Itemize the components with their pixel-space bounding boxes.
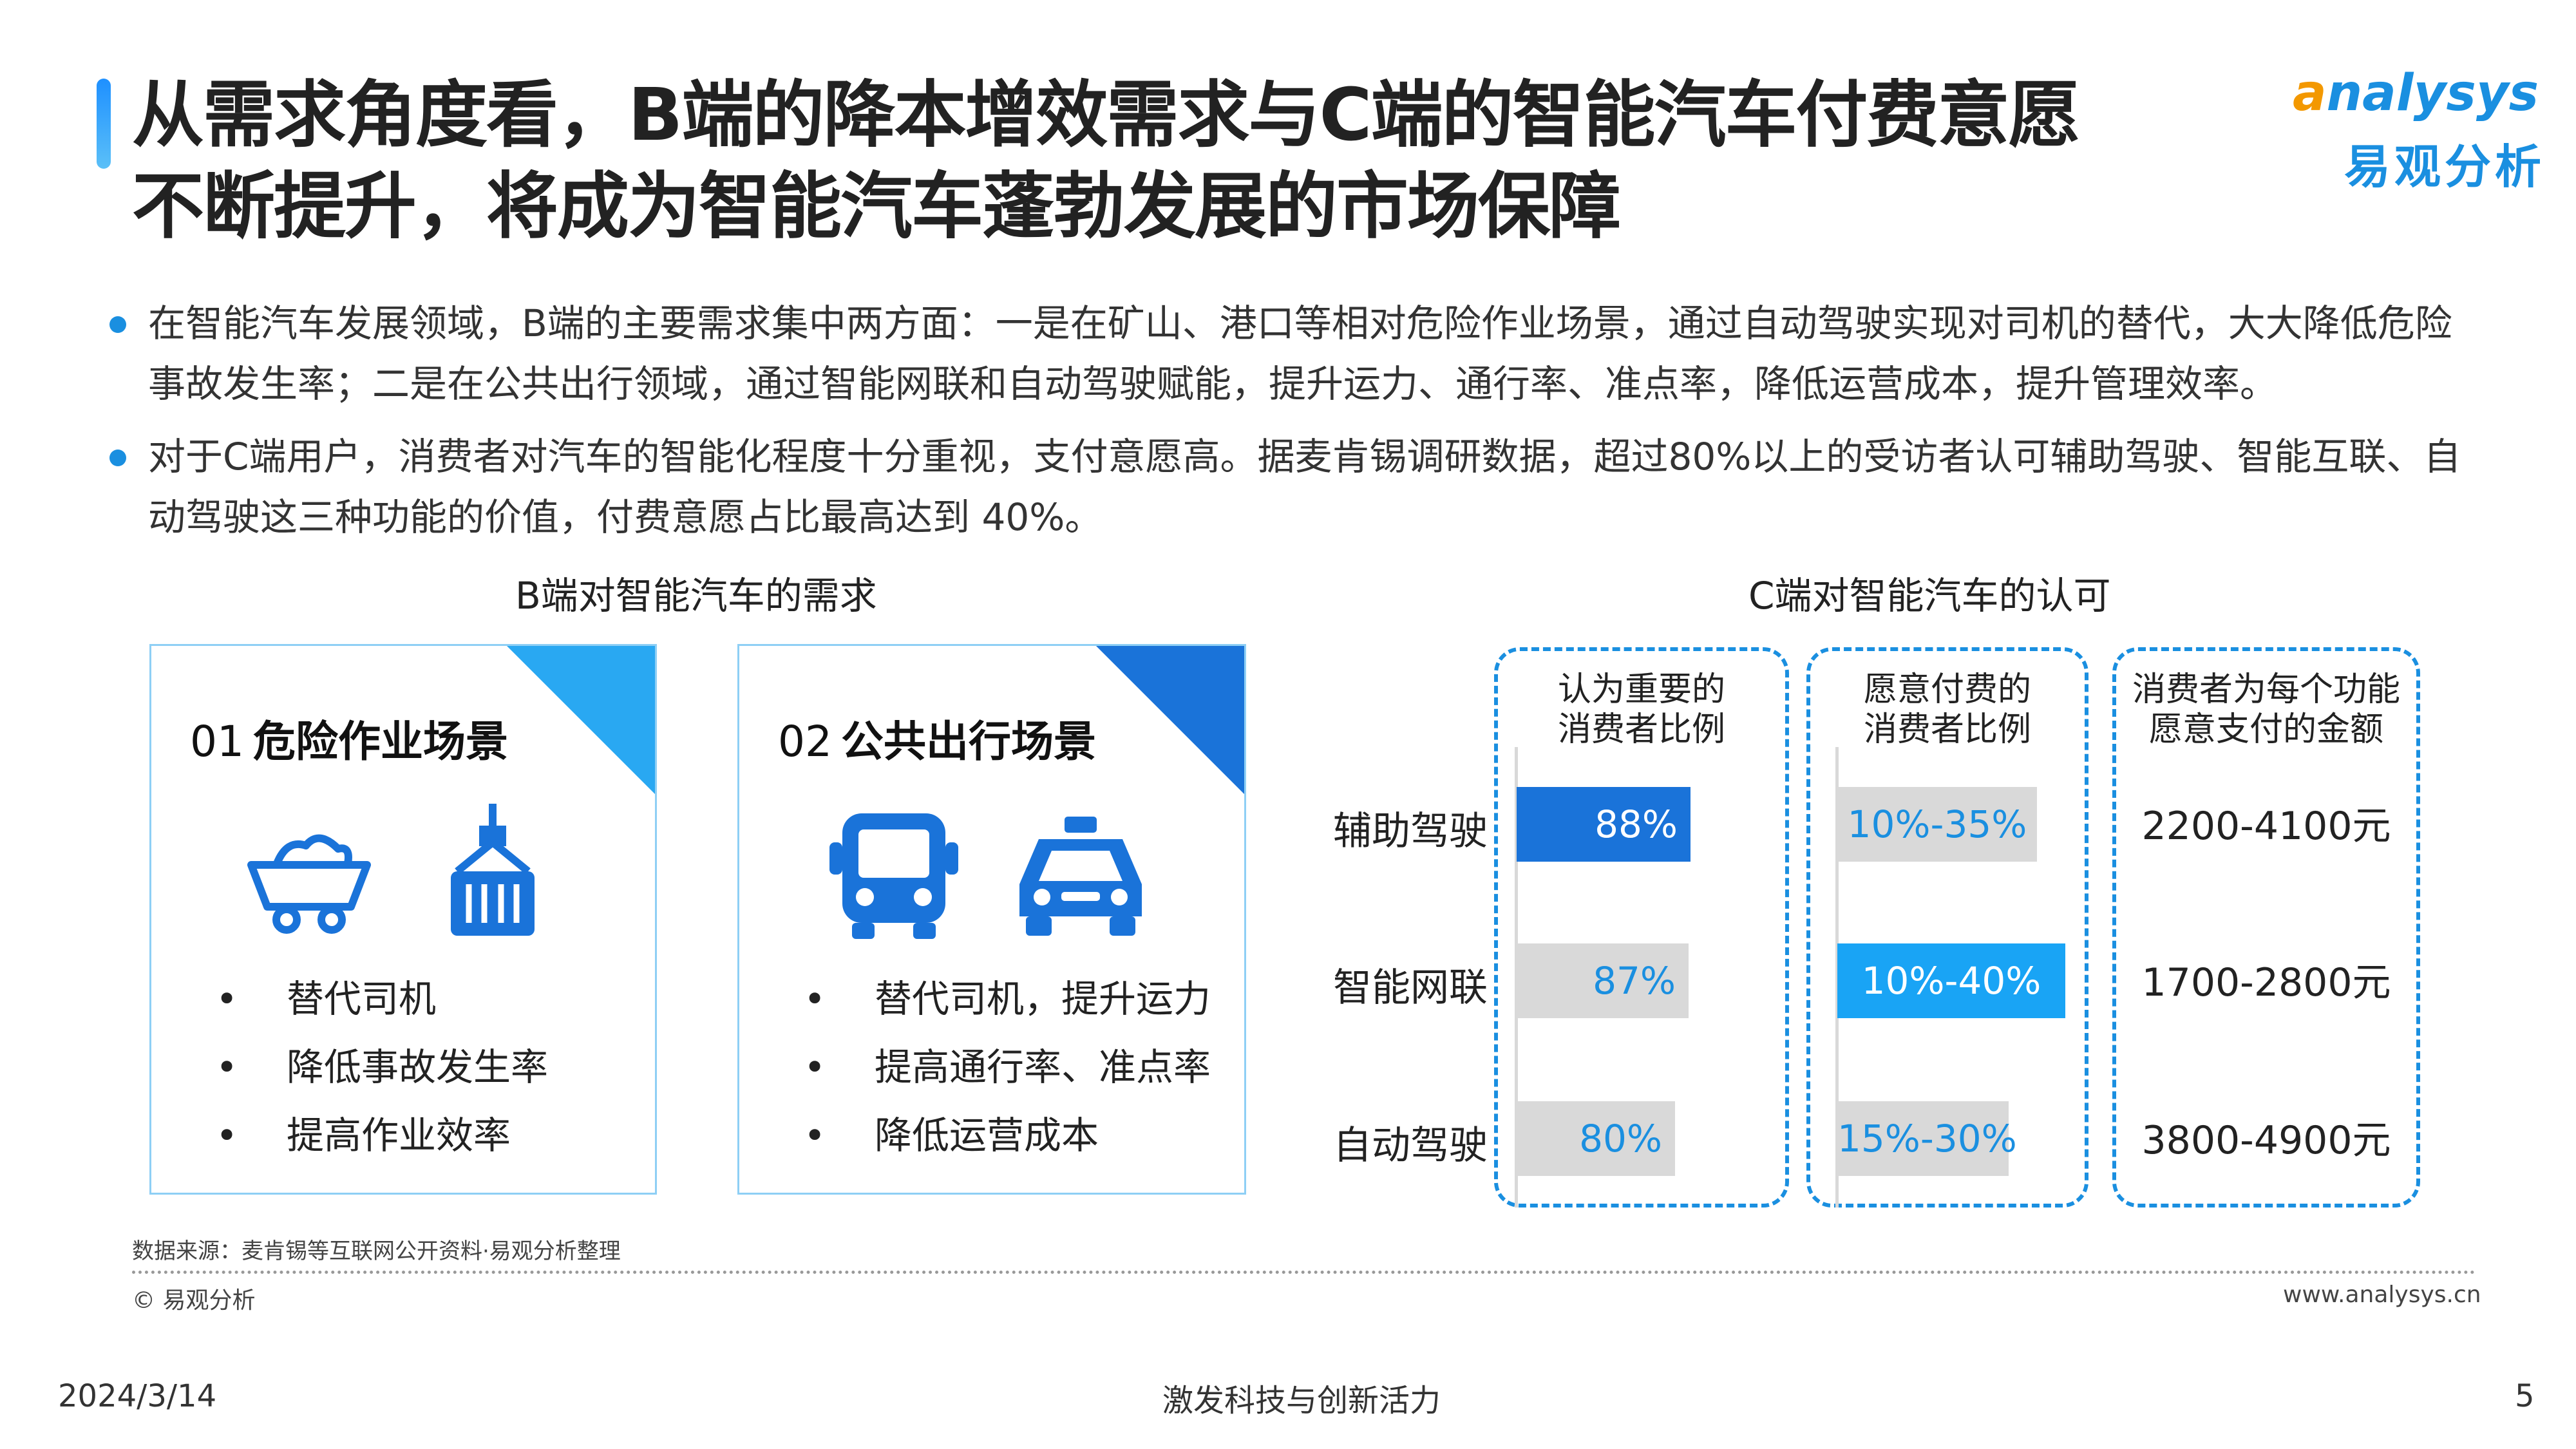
website-link[interactable]: www.analysys.cn xyxy=(2283,1282,2481,1308)
card-list: 替代司机 降低事故发生率 提高作业效率 xyxy=(216,965,548,1170)
amount-value: 2200-4100元 xyxy=(2141,804,2391,849)
card-title: 01 危险作业场景 xyxy=(190,717,508,766)
list-item: 替代司机，提升运力 xyxy=(804,965,1211,1033)
page-number: 5 xyxy=(2515,1378,2535,1414)
row-label: 自动驾驶 xyxy=(1333,1123,1488,1168)
title-line-2: 不断提升，将成为智能汽车蓬勃发展的市场保障 xyxy=(132,165,1621,249)
importance-bar xyxy=(1517,943,1689,1018)
column-amount xyxy=(2112,647,2420,1208)
logo-text-en: nalysys xyxy=(2326,64,2539,122)
pay-range-bar xyxy=(1837,787,2037,862)
column-header-importance: 认为重要的 消费者比例 xyxy=(1557,670,1725,749)
amount-value: 3800-4900元 xyxy=(2141,1118,2391,1163)
row-label: 智能网联 xyxy=(1333,965,1488,1010)
amount-value: 1700-2800元 xyxy=(2141,960,2391,1005)
column-willing-to-pay xyxy=(1806,647,2088,1208)
pay-range-label: 15%-30% xyxy=(1837,1117,2017,1160)
column-header-willing-to-pay: 愿意付费的 消费者比例 xyxy=(1863,670,2031,749)
list-item: 降低运营成本 xyxy=(804,1101,1211,1170)
pay-range-bar xyxy=(1837,943,2065,1018)
card-corner-triangle xyxy=(1096,646,1244,794)
importance-bar xyxy=(1517,1101,1675,1176)
title-line-1: 从需求角度看，B端的降本增效需求与C端的智能汽车付费意愿 xyxy=(132,73,2081,157)
data-source: 数据来源：麦肯锡等互联网公开资料·易观分析整理 xyxy=(132,1238,621,1264)
left-section-heading: B端对智能汽车的需求 xyxy=(515,574,877,618)
importance-axis xyxy=(1515,747,1518,1208)
importance-value-label: 87% xyxy=(1593,959,1676,1003)
title-accent-bar xyxy=(97,79,111,169)
mining-cart-icon xyxy=(247,834,371,934)
card-list: 替代司机，提升运力 提高通行率、准点率 降低运营成本 xyxy=(804,965,1211,1170)
importance-bar xyxy=(1517,787,1690,862)
copyright: © 易观分析 xyxy=(132,1287,256,1314)
list-item: 提高通行率、准点率 xyxy=(804,1033,1211,1101)
taxi-icon xyxy=(1019,817,1142,936)
slogan: 激发科技与创新活力 xyxy=(1162,1383,1441,1419)
card-corner-triangle xyxy=(507,646,655,794)
importance-value-label: 88% xyxy=(1595,802,1678,846)
right-section-heading: C端对智能汽车的认可 xyxy=(1748,574,2111,618)
list-item: 降低事故发生率 xyxy=(216,1033,548,1101)
importance-value-label: 80% xyxy=(1579,1117,1662,1160)
row-label: 辅助驾驶 xyxy=(1333,809,1488,854)
bullet-b-side: 在智能汽车发展领域，B端的主要需求集中两方面：一是在矿山、港口等相对危险作业场景… xyxy=(109,293,2479,414)
pay-range-label: 10%-40% xyxy=(1861,959,2041,1003)
logo-letter-a: a xyxy=(2293,64,2327,122)
footer-divider xyxy=(132,1271,2476,1274)
logo-text-cn: 易观分析 xyxy=(2344,140,2546,194)
column-importance xyxy=(1494,647,1789,1208)
pay-range-label: 10%-35% xyxy=(1847,802,2027,846)
analysys-logo: analysys xyxy=(2293,64,2539,122)
pay-axis xyxy=(1835,747,1839,1208)
pay-range-bar xyxy=(1837,1101,2009,1176)
list-item: 提高作业效率 xyxy=(216,1101,548,1170)
card-title: 02 公共出行场景 xyxy=(778,717,1096,766)
bus-icon xyxy=(829,813,958,939)
page-title: 从需求角度看，B端的降本增效需求与C端的智能汽车付费意愿 不断提升，将成为智能汽… xyxy=(132,70,2193,252)
column-header-amount: 消费者为每个功能 愿意支付的金额 xyxy=(2132,670,2400,749)
bullet-c-side: 对于C端用户，消费者对汽车的智能化程度十分重视，支付意愿高。据麦肯锡调研数据，超… xyxy=(109,426,2479,547)
container-crane-icon xyxy=(451,804,535,936)
list-item: 替代司机 xyxy=(216,965,548,1033)
date: 2024/3/14 xyxy=(58,1378,217,1414)
